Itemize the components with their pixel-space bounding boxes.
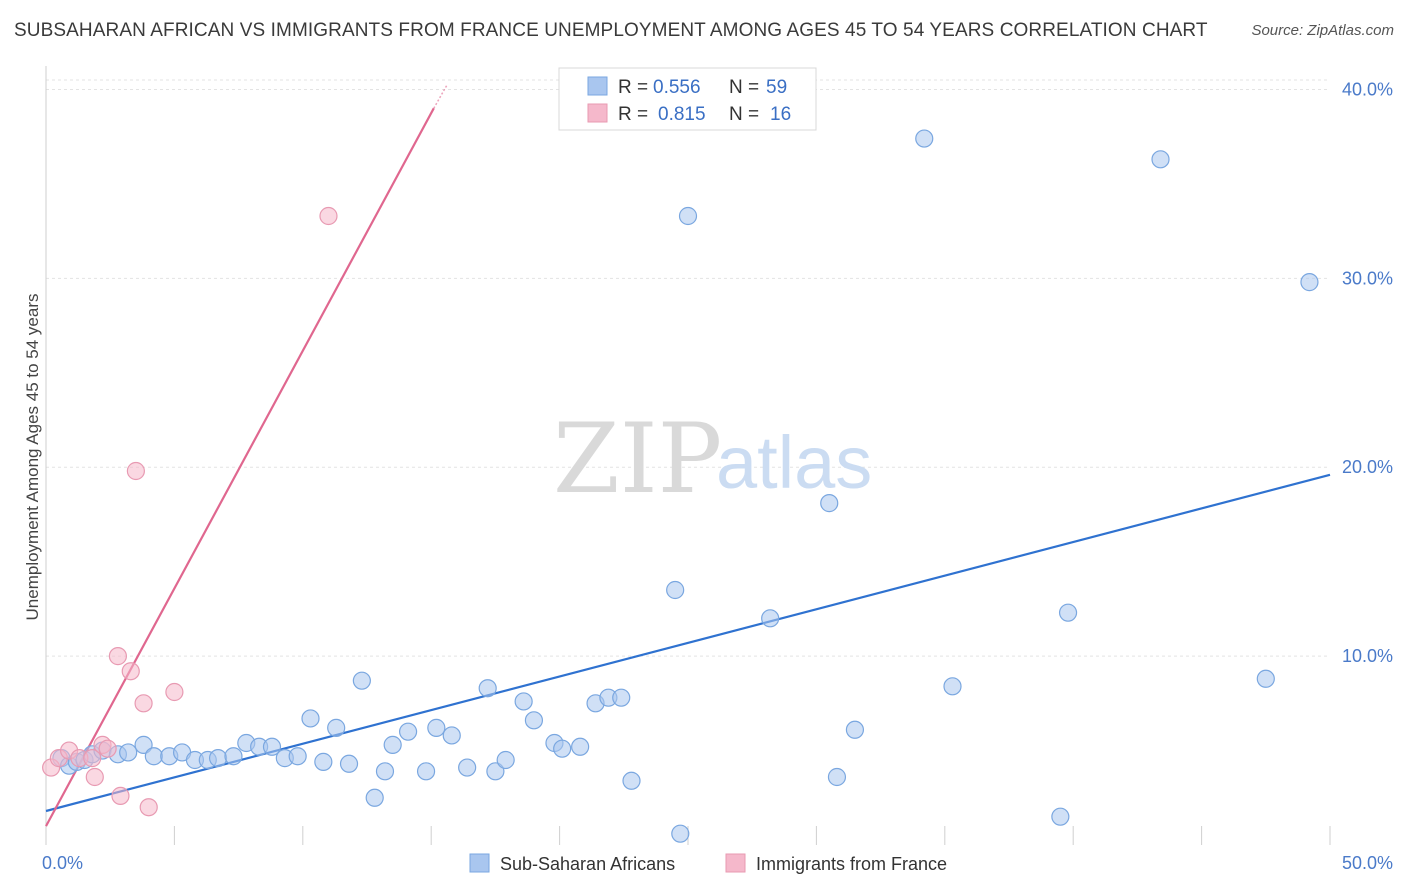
chart-title: SUBSAHARAN AFRICAN VS IMMIGRANTS FROM FR… xyxy=(14,20,1208,41)
point-subsaharan xyxy=(375,762,395,781)
point-subsaharan xyxy=(208,749,228,768)
point-subsaharan xyxy=(442,726,461,745)
watermark-zip: ZIP xyxy=(553,403,722,515)
legend-n-label-pink: N = xyxy=(729,104,759,125)
point-subsaharan xyxy=(458,758,477,777)
point-france xyxy=(139,798,158,817)
point-subsaharan xyxy=(678,206,698,226)
legend-r-label-pink: R = xyxy=(618,104,648,125)
trend-line-france xyxy=(45,107,435,827)
point-france xyxy=(121,662,140,681)
legend-swatch-pink xyxy=(587,103,608,123)
legend: R = 0.556 N = 59 R = 0.815 N = 16 xyxy=(558,67,817,131)
grid-lines xyxy=(46,79,1330,657)
point-france xyxy=(85,767,104,787)
point-subsaharan xyxy=(671,824,690,843)
point-subsaharan xyxy=(365,788,384,807)
chart-source: Source: ZipAtlas.com xyxy=(1251,22,1394,39)
watermark-atlas: atlas xyxy=(716,421,872,504)
legend-swatch-blue xyxy=(587,76,608,96)
point-subsaharan xyxy=(496,750,515,770)
point-subsaharan xyxy=(339,754,359,773)
point-france xyxy=(134,694,153,713)
point-subsaharan xyxy=(486,762,505,781)
y-tick-label: 20.0% xyxy=(1342,457,1393,477)
watermark: ZIP atlas xyxy=(553,403,872,515)
axes: 10.0% 20.0% 30.0% 40.0% 0.0% 50.0% xyxy=(42,66,1393,873)
legend-r-label-blue: R = xyxy=(618,77,648,98)
point-subsaharan xyxy=(352,671,371,690)
point-france xyxy=(108,647,128,666)
legend-r-value-pink: 0.815 xyxy=(658,104,706,125)
point-subsaharan xyxy=(666,580,685,600)
point-france xyxy=(111,786,130,805)
point-subsaharan xyxy=(398,722,418,741)
point-subsaharan xyxy=(301,709,320,728)
point-subsaharan xyxy=(224,747,243,766)
point-subsaharan xyxy=(612,688,631,707)
point-subsaharan xyxy=(827,767,847,787)
point-subsaharan xyxy=(119,743,138,762)
point-france xyxy=(83,749,102,768)
point-subsaharan xyxy=(820,494,839,513)
point-subsaharan xyxy=(427,718,446,737)
point-subsaharan xyxy=(262,737,282,756)
bottom-legend-label-pink: Immigrants from France xyxy=(756,854,947,874)
point-subsaharan xyxy=(514,692,533,711)
legend-r-value-blue: 0.556 xyxy=(653,77,701,98)
y-tick-label: 10.0% xyxy=(1342,646,1393,666)
point-subsaharan xyxy=(134,735,153,754)
point-subsaharan xyxy=(553,739,572,758)
bottom-legend-label-blue: Sub-Saharan Africans xyxy=(500,854,675,874)
point-france xyxy=(98,739,117,758)
point-subsaharan xyxy=(761,609,780,628)
point-subsaharan xyxy=(1151,150,1170,169)
y-tick-label: 40.0% xyxy=(1342,79,1393,99)
point-subsaharan xyxy=(622,771,641,790)
y-axis-label: Unemployment Among Ages 45 to 54 years xyxy=(23,294,42,621)
point-france xyxy=(126,461,145,481)
point-subsaharan xyxy=(915,129,934,148)
point-subsaharan xyxy=(845,720,865,739)
point-subsaharan xyxy=(416,762,436,781)
data-points xyxy=(42,129,1319,843)
point-france xyxy=(165,682,184,702)
point-subsaharan xyxy=(327,718,346,737)
legend-n-value-blue: 59 xyxy=(766,77,787,98)
bottom-legend-swatch-blue xyxy=(469,853,490,873)
point-subsaharan xyxy=(571,737,590,756)
point-subsaharan xyxy=(383,735,402,754)
y-tick-label: 30.0% xyxy=(1342,268,1393,288)
legend-n-label-blue: N = xyxy=(729,77,759,98)
point-subsaharan xyxy=(314,752,333,771)
point-subsaharan xyxy=(1256,669,1275,688)
trend-line-france-extension xyxy=(433,85,448,109)
bottom-legend-swatch-pink xyxy=(725,853,746,873)
x-tick-label: 50.0% xyxy=(1342,853,1393,873)
legend-n-value-pink: 16 xyxy=(770,104,791,125)
point-subsaharan xyxy=(943,677,962,696)
point-subsaharan xyxy=(1300,273,1319,292)
x-tick-label: 0.0% xyxy=(42,853,83,873)
point-subsaharan xyxy=(524,711,544,730)
point-france xyxy=(319,206,338,226)
bottom-legend: Sub-Saharan Africans Immigrants from Fra… xyxy=(469,853,947,874)
point-subsaharan xyxy=(1058,603,1078,622)
point-subsaharan xyxy=(478,679,497,698)
point-subsaharan xyxy=(144,747,163,766)
point-subsaharan xyxy=(1051,807,1070,826)
point-subsaharan xyxy=(288,747,307,766)
